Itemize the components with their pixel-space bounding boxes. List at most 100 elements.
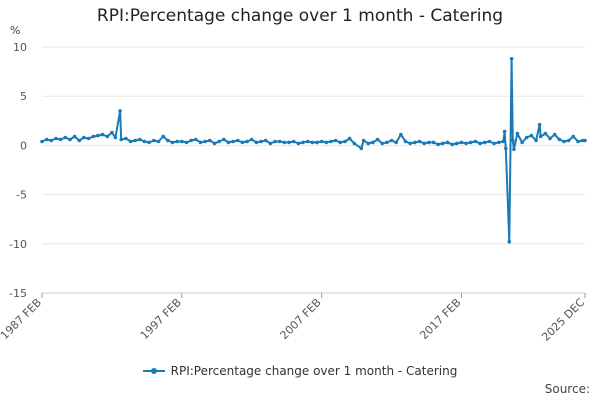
data-point	[394, 140, 399, 145]
data-point	[520, 140, 524, 145]
data-point	[436, 142, 441, 147]
data-point	[450, 142, 455, 147]
data-point	[566, 138, 571, 143]
data-point	[254, 140, 259, 145]
data-point	[543, 131, 548, 136]
data-point	[138, 137, 142, 142]
data-point	[366, 141, 371, 146]
data-point	[507, 240, 512, 244]
data-point	[226, 140, 231, 145]
data-point	[538, 134, 543, 139]
data-point	[385, 140, 389, 145]
data-point	[441, 141, 445, 146]
data-point	[529, 133, 534, 138]
data-point	[375, 137, 380, 142]
data-point	[399, 132, 403, 137]
data-point	[515, 131, 520, 136]
data-point	[583, 138, 587, 143]
data-point	[245, 139, 249, 144]
data-point	[91, 134, 96, 139]
data-point	[487, 139, 492, 144]
data-point	[359, 146, 364, 151]
data-point	[44, 137, 49, 142]
data-point	[147, 140, 151, 145]
data-point	[431, 140, 436, 145]
y-tick-label: 0	[20, 139, 27, 152]
data-point	[86, 136, 91, 141]
data-point	[249, 137, 254, 142]
data-point	[236, 138, 240, 143]
data-point	[198, 140, 203, 145]
data-point	[203, 139, 207, 144]
data-point	[417, 139, 422, 144]
legend[interactable]: RPI:Percentage change over 1 month - Cat…	[0, 364, 600, 378]
data-point	[403, 139, 408, 144]
data-point	[576, 139, 580, 144]
data-point	[361, 138, 366, 143]
data-point	[142, 139, 147, 144]
data-point	[296, 141, 301, 146]
data-point	[571, 134, 576, 139]
data-point	[184, 140, 189, 145]
data-point	[40, 139, 44, 144]
data-point	[333, 138, 338, 143]
data-point	[189, 138, 193, 143]
data-point	[338, 140, 343, 145]
data-point	[166, 138, 170, 143]
y-tick-label: 5	[20, 90, 27, 103]
data-point	[324, 140, 329, 145]
y-tick-label: -5	[16, 189, 27, 202]
data-point	[96, 133, 100, 138]
data-point	[459, 140, 464, 145]
x-tick-label: 2017 FEB	[417, 296, 463, 342]
data-point	[329, 139, 333, 144]
data-point	[301, 140, 305, 145]
data-point	[49, 138, 54, 143]
data-point	[483, 140, 487, 145]
data-point	[263, 138, 268, 143]
data-point	[222, 137, 226, 142]
data-point	[208, 138, 212, 143]
data-point	[347, 136, 352, 141]
data-point	[469, 140, 473, 145]
data-point	[133, 138, 137, 143]
data-point	[504, 146, 508, 151]
data-point	[105, 134, 110, 139]
data-point	[427, 140, 431, 145]
data-point	[273, 139, 277, 144]
data-point	[63, 135, 68, 140]
data-point	[277, 139, 282, 144]
data-point	[180, 139, 184, 144]
data-point	[478, 141, 482, 146]
data-point	[562, 139, 566, 144]
data-point	[194, 137, 198, 142]
data-point	[512, 147, 516, 152]
x-tick-label: 2007 FEB	[278, 296, 324, 342]
legend-line-marker-icon	[142, 366, 165, 376]
series-line	[41, 57, 585, 243]
data-point	[502, 129, 507, 134]
data-point	[552, 132, 557, 137]
data-point	[371, 140, 375, 145]
chart-title: RPI:Percentage change over 1 month - Cat…	[96, 6, 504, 26]
data-point	[492, 141, 496, 146]
data-point	[128, 139, 133, 144]
data-point	[422, 141, 427, 146]
data-point	[445, 140, 450, 145]
data-point	[119, 137, 123, 142]
y-tick-label: -10	[9, 238, 27, 251]
data-point	[305, 139, 310, 144]
data-point	[113, 135, 118, 140]
data-point	[501, 139, 506, 144]
data-point	[82, 135, 86, 140]
data-point	[161, 134, 165, 139]
data-point	[343, 139, 347, 144]
data-point	[124, 136, 128, 141]
data-point	[100, 132, 105, 137]
data-point	[212, 141, 217, 146]
data-point	[511, 138, 515, 143]
data-point	[58, 137, 63, 142]
data-point	[455, 141, 459, 146]
y-tick-label: -15	[9, 287, 27, 300]
data-point	[291, 139, 296, 144]
